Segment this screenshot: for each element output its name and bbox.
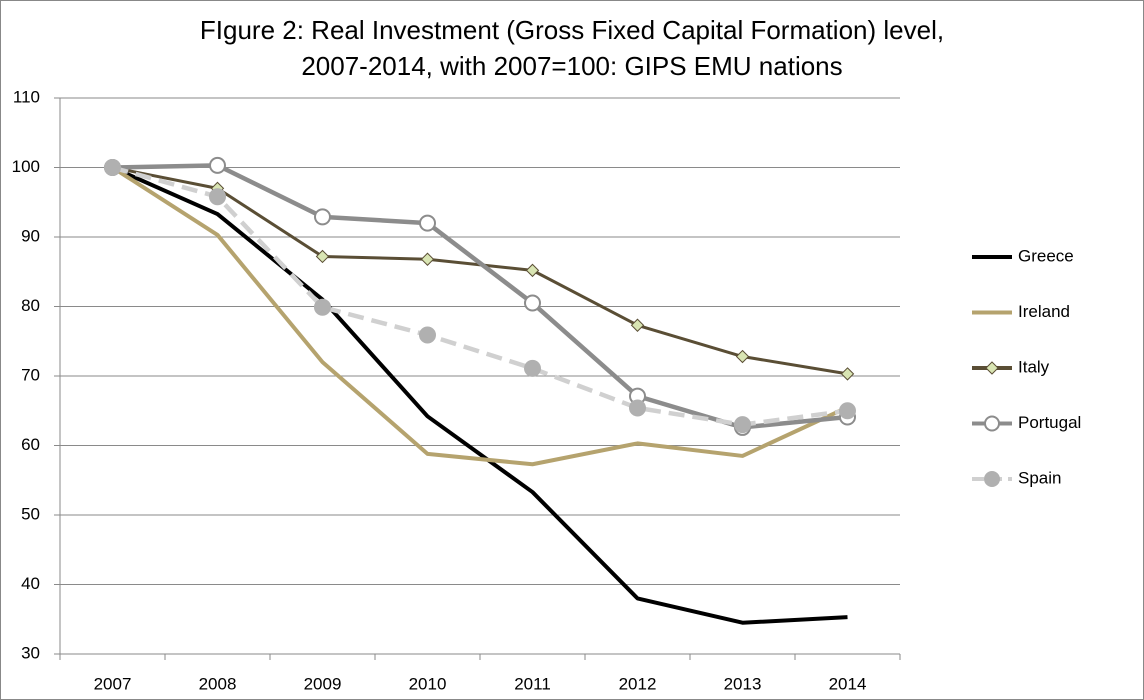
legend-marker xyxy=(984,471,1000,487)
point xyxy=(735,349,750,364)
point xyxy=(419,214,436,232)
legend-marker xyxy=(984,415,1000,432)
point xyxy=(840,367,855,381)
legend-label: Greece xyxy=(1018,246,1074,265)
chart-title: FIgure 2: Real Investment (Gross Fixed C… xyxy=(200,15,944,45)
y-tick-label: 100 xyxy=(12,157,40,176)
series-line xyxy=(111,165,848,625)
point xyxy=(209,188,226,206)
point xyxy=(524,294,541,312)
point xyxy=(209,156,226,174)
point xyxy=(629,399,646,417)
point xyxy=(734,416,751,434)
x-tick-label: 2010 xyxy=(409,674,447,693)
legend-marker xyxy=(985,361,999,375)
legend-label: Portugal xyxy=(1018,413,1081,432)
x-tick-label: 2014 xyxy=(829,674,867,693)
x-tick-label: 2009 xyxy=(304,674,342,693)
point xyxy=(839,402,856,420)
x-tick-label: 2012 xyxy=(619,674,657,693)
series-line xyxy=(111,165,848,427)
y-tick-label: 110 xyxy=(13,87,40,106)
point xyxy=(315,249,330,264)
legend-label: Spain xyxy=(1018,468,1061,487)
point xyxy=(630,318,645,332)
y-tick-label: 90 xyxy=(21,226,40,245)
legend-label: Ireland xyxy=(1018,302,1070,321)
y-tick-label: 60 xyxy=(21,435,40,454)
point xyxy=(420,252,435,266)
point xyxy=(525,263,540,278)
point xyxy=(314,298,331,316)
legend-label: Italy xyxy=(1018,357,1050,376)
x-tick-label: 2011 xyxy=(514,674,551,693)
x-tick-label: 2008 xyxy=(199,674,237,693)
point xyxy=(314,208,331,226)
x-tick-label: 2013 xyxy=(724,674,762,693)
y-tick-label: 50 xyxy=(21,504,40,523)
y-tick-label: 70 xyxy=(21,365,40,384)
y-tick-label: 40 xyxy=(21,574,40,593)
series-line xyxy=(111,165,849,467)
x-tick-label: 2007 xyxy=(94,674,132,693)
y-tick-label: 80 xyxy=(21,296,40,315)
y-tick-label: 30 xyxy=(21,643,40,662)
point xyxy=(104,159,121,176)
point xyxy=(524,359,541,377)
point xyxy=(419,326,436,344)
chart-title: 2007-2014, with 2007=100: GIPS EMU natio… xyxy=(301,51,842,81)
